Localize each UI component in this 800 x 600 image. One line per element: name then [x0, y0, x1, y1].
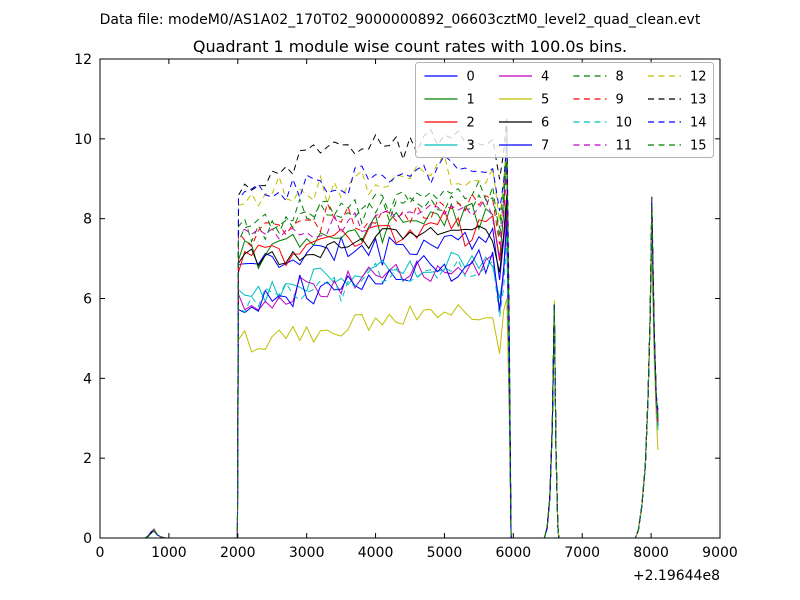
legend-entry-9: 9: [573, 93, 624, 108]
legend-entry-15: 15: [648, 139, 707, 154]
x-tick-label: 8000: [633, 545, 669, 561]
series-line-9: [145, 170, 659, 539]
legend-label-2: 2: [467, 116, 475, 131]
legend-entry-11: 11: [573, 139, 633, 154]
y-tick-label: 4: [83, 371, 92, 387]
x-tick-label: 7000: [564, 545, 600, 561]
series-line-14: [145, 142, 659, 539]
series-line-4: [145, 210, 659, 539]
legend-entry-13: 13: [648, 93, 707, 108]
x-tick-label: 1000: [151, 545, 187, 561]
legend-label-5: 5: [541, 93, 549, 108]
legend-label-3: 3: [467, 139, 475, 154]
x-tick-label: 5000: [427, 545, 463, 561]
series-line-11: [145, 166, 659, 539]
series-line-15: [145, 154, 659, 539]
legend-box: [415, 62, 714, 158]
series-line-8: [145, 162, 659, 539]
y-tick-label: 0: [83, 531, 92, 547]
x-tick-label: 4000: [358, 545, 394, 561]
x-tick-label: 9000: [702, 545, 738, 561]
series-line-5: [145, 250, 659, 539]
y-tick-label: 8: [83, 212, 92, 228]
legend-entry-7: 7: [499, 139, 549, 154]
series-line-10: [145, 222, 659, 539]
legend-entry-2: 2: [424, 116, 475, 131]
x-tick-label: 6000: [496, 545, 532, 561]
legend-entry-14: 14: [648, 116, 707, 131]
legend-entry-3: 3: [424, 139, 475, 154]
series-line-3: [145, 218, 659, 539]
y-tick-label: 12: [74, 52, 92, 68]
legend-entry-5: 5: [499, 93, 549, 108]
legend-entry-10: 10: [573, 116, 633, 131]
legend-entry-6: 6: [499, 116, 549, 131]
series-line-13: [145, 118, 659, 539]
y-tick-label: 2: [83, 451, 92, 467]
legend-label-4: 4: [541, 70, 549, 85]
legend-label-13: 13: [690, 93, 707, 108]
series-line-6: [145, 194, 659, 539]
series-line-7: [145, 218, 659, 539]
series-line-0: [145, 206, 659, 539]
series-line-12: [145, 138, 659, 539]
y-tick-label: 6: [83, 292, 92, 308]
legend-entry-12: 12: [648, 70, 707, 85]
series-line-2: [145, 194, 659, 539]
x-tick-label: 0: [96, 545, 105, 561]
legend-label-11: 11: [616, 139, 633, 154]
legend-label-15: 15: [690, 139, 707, 154]
legend-label-0: 0: [467, 70, 475, 85]
x-tick-label: 3000: [289, 545, 325, 561]
legend-label-6: 6: [541, 116, 549, 131]
series-line-1: [145, 126, 659, 539]
legend-label-14: 14: [690, 116, 707, 131]
y-tick-label: 10: [74, 132, 92, 148]
legend-label-9: 9: [616, 93, 624, 108]
legend-entry-0: 0: [424, 70, 475, 85]
legend-entry-1: 1: [424, 93, 475, 108]
legend-entry-4: 4: [499, 70, 549, 85]
figure-suptitle: Data file: modeM0/AS1A02_170T02_90000008…: [100, 12, 701, 28]
legend-label-8: 8: [616, 70, 624, 85]
legend-label-10: 10: [616, 116, 633, 131]
legend-label-7: 7: [541, 139, 549, 154]
plot-area: 0 1000 2000 3000 4000 5000 6000 7000 8000 9000 0 2 4…: [74, 52, 738, 561]
chart-title: Quadrant 1 module wise count rates with …: [193, 37, 627, 56]
legend-label-1: 1: [467, 93, 475, 108]
x-axis-offset-label: +2.19644e8: [633, 568, 720, 584]
x-tick-label: 2000: [220, 545, 256, 561]
legend-entry-8: 8: [573, 70, 624, 85]
legend-label-12: 12: [690, 70, 707, 85]
